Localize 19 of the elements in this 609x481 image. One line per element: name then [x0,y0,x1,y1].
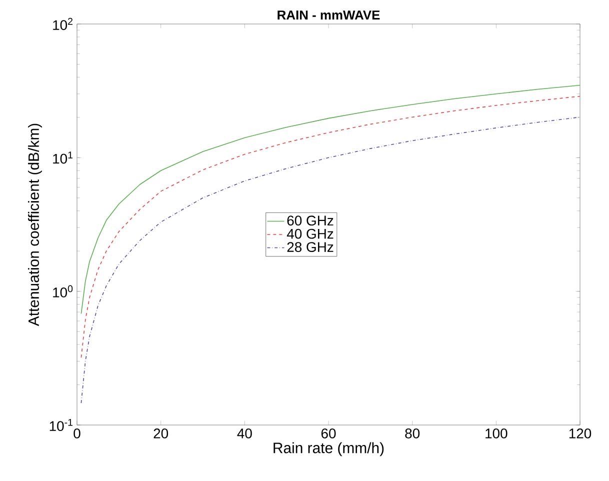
legend-label: 28 GHz [287,242,334,252]
y-tick-label: 10$^{2}$ [53,18,72,30]
x-tick-label: 60 [321,428,336,438]
legend-label: 60 GHz [287,216,334,226]
x-tick-label: 20 [154,428,168,438]
x-tick-label: 100 [486,428,508,438]
line-series [80,96,580,358]
x-tick-label: 0 [74,428,80,438]
x-axis-title: Rain rate (mm/h) [274,442,384,456]
x-tick-label: 120 [569,428,592,438]
y-axis-title: Attenuation coefficient (dB/km) [28,124,42,326]
line-series [80,84,580,314]
x-tick-label: 80 [405,428,420,438]
y-tick-label: 10$^{1}$ [53,152,73,164]
y-tick-label: 10$^{0}$ [53,285,73,298]
x-tick-label: 40 [237,428,252,438]
y-tick-label: 10$^{-1}$ [50,418,73,432]
legend-label: 40 GHz [286,228,334,239]
chart-title: RAIN - mmWAVE [278,10,380,20]
